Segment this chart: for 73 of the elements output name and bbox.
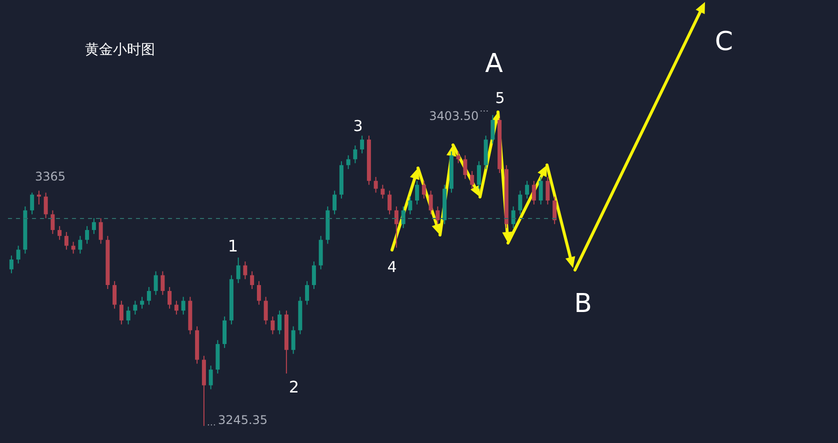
candlestick bbox=[415, 180, 420, 205]
candlestick bbox=[456, 150, 460, 164]
candlestick bbox=[291, 326, 296, 354]
candlestick bbox=[428, 190, 433, 215]
candlestick bbox=[50, 210, 55, 234]
candlestick bbox=[380, 184, 385, 200]
candlestick bbox=[346, 154, 350, 170]
candlestick bbox=[312, 260, 316, 290]
annotation: 3 bbox=[353, 117, 363, 136]
candlestick bbox=[511, 206, 516, 229]
candlestick bbox=[146, 286, 151, 306]
candlestick bbox=[71, 241, 76, 254]
candlestick bbox=[388, 190, 392, 215]
candlestick bbox=[546, 176, 550, 205]
candlestick bbox=[463, 154, 468, 180]
chart-title: 黄金小时图 bbox=[85, 41, 155, 59]
text: B bbox=[574, 289, 592, 320]
candlestick bbox=[538, 176, 543, 205]
candlestick bbox=[92, 218, 96, 234]
candlestick bbox=[360, 135, 364, 154]
annotation: 3403.50 bbox=[429, 109, 479, 124]
candlestick bbox=[552, 196, 557, 225]
candlestick bbox=[278, 310, 282, 335]
candlestick bbox=[394, 206, 398, 248]
candlestick bbox=[401, 206, 406, 229]
candlestick bbox=[126, 306, 130, 325]
candlestick bbox=[256, 280, 261, 306]
candlestick bbox=[332, 190, 337, 215]
annotation: 2 bbox=[288, 377, 300, 396]
text: A bbox=[485, 49, 504, 80]
candlestick bbox=[168, 286, 172, 310]
candlestick bbox=[36, 190, 41, 205]
annotation: 3365 bbox=[34, 170, 66, 184]
candlestick bbox=[470, 170, 474, 190]
candlestick bbox=[44, 192, 48, 219]
candlestick bbox=[222, 316, 227, 348]
candlestick bbox=[525, 180, 530, 200]
candlestick bbox=[476, 160, 481, 190]
candlestick bbox=[181, 296, 186, 316]
candlestick bbox=[208, 365, 213, 390]
candlestick bbox=[9, 255, 14, 274]
candlestick bbox=[133, 300, 138, 316]
candlestick bbox=[30, 192, 34, 215]
candlestick bbox=[243, 260, 248, 280]
candlestick bbox=[119, 300, 124, 325]
candlestick bbox=[58, 226, 62, 240]
candlestick bbox=[305, 280, 310, 306]
candlestick bbox=[78, 235, 82, 254]
candlestick bbox=[270, 316, 275, 335]
text: C bbox=[714, 27, 734, 58]
candlestick bbox=[490, 114, 495, 144]
candlestick bbox=[532, 180, 536, 205]
candlestick bbox=[374, 176, 378, 194]
candlestick bbox=[518, 190, 522, 215]
candlestick bbox=[154, 270, 158, 296]
candlestick bbox=[112, 280, 117, 310]
candlestick bbox=[353, 144, 358, 164]
text: 5 bbox=[495, 89, 505, 108]
annotation: 3245.35 bbox=[218, 412, 268, 427]
candlestick bbox=[85, 226, 90, 244]
candlestick bbox=[264, 296, 268, 325]
candlestick bbox=[174, 300, 178, 316]
candlestick bbox=[64, 231, 68, 250]
candlestick bbox=[16, 245, 20, 264]
candlestick bbox=[408, 196, 412, 215]
candlestick bbox=[98, 218, 103, 244]
annotation: 1 bbox=[228, 236, 238, 256]
annotation: 4 bbox=[387, 258, 397, 276]
candlestick bbox=[422, 180, 426, 200]
candlestick bbox=[250, 270, 254, 290]
candlestick bbox=[160, 270, 165, 296]
candlestick bbox=[236, 257, 240, 284]
candlestick bbox=[436, 206, 440, 225]
